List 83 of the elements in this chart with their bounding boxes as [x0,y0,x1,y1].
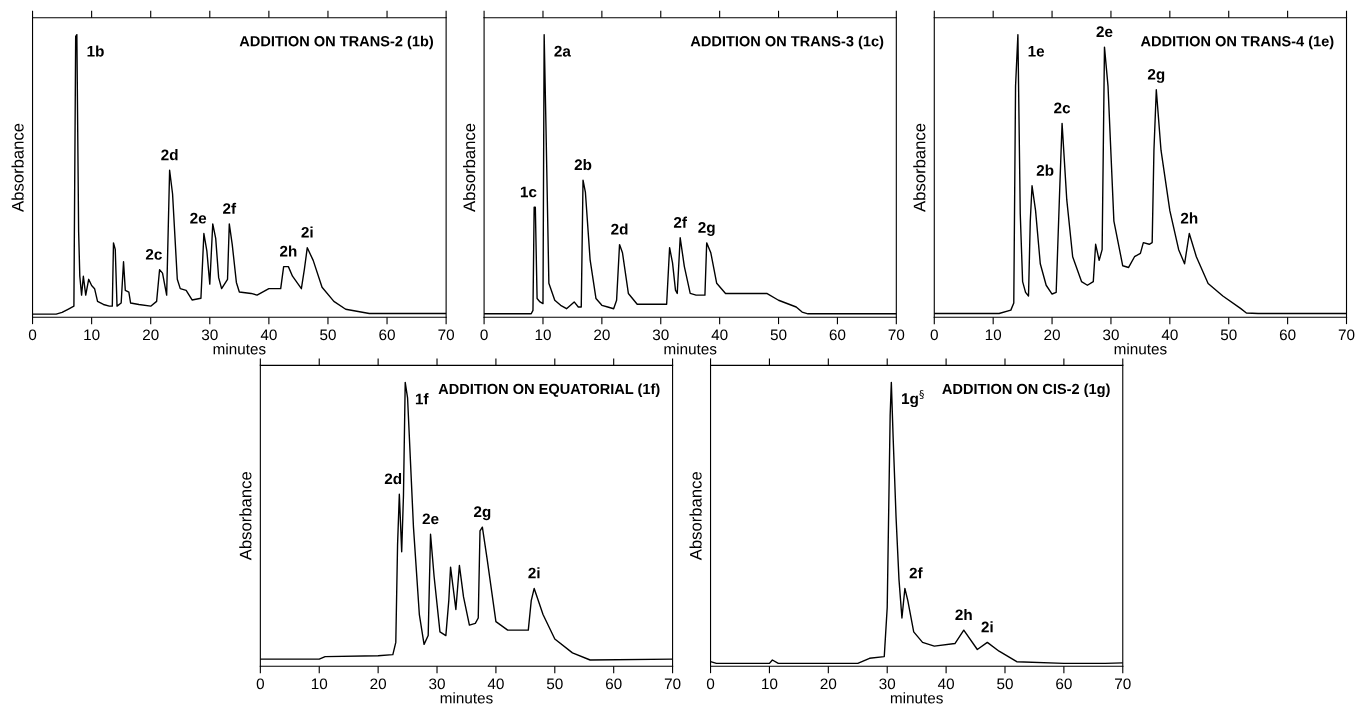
annotation: 2i [981,621,993,633]
annotation: 1g$^{§}$ [902,390,924,408]
x-tick-label: 10 [311,678,328,690]
x-axis-title: minutes [1114,343,1167,355]
x-axis-title: minutes [440,692,493,704]
x-tick-label: 0 [256,678,264,690]
x-tick-label: 0 [28,329,37,341]
y-axis-title: Absorbance [239,472,252,561]
chart-title: ADDITION ON CIS-2 (1g) [942,383,1110,398]
x-tick-label: 30 [429,678,445,690]
annotation: 2e [190,212,207,224]
x-tick-label: 20 [370,678,387,690]
x-tick-label: 70 [888,329,905,341]
x-tick-label: 20 [594,329,610,341]
annotation: 2e [1096,26,1113,38]
annotation: 2f [909,567,923,579]
x-axis-title: minutes [213,343,266,355]
x-tick-label: 20 [1044,329,1060,341]
annotation: 2b [1036,164,1054,176]
x-tick-label: 0 [706,678,715,690]
x-axis-title: minutes [890,692,943,704]
annotation: 2c [145,248,162,260]
annotation: 2g [473,506,491,521]
annotation: 1f [415,393,429,405]
annotation: 1e [1028,45,1045,57]
annotation: 1b [87,45,104,57]
x-tick-label: 70 [438,329,455,341]
x-tick-label: 50 [1220,329,1237,341]
x-tick-label: 70 [1338,329,1355,341]
x-tick-label: 10 [985,329,1002,341]
x-tick-label: 0 [930,329,938,341]
chart-title: ADDITION ON EQUATORIAL (1f) [438,383,660,397]
y-axis-title: Absorbance [11,123,24,212]
x-tick-label: 20 [820,678,837,690]
annotation: 2g [1147,68,1165,83]
x-tick-label: 30 [879,678,896,690]
x-tick-label: 70 [664,678,681,690]
x-tick-label: 20 [142,329,159,341]
annotation: 2e [422,513,439,525]
x-tick-label: 40 [260,329,277,341]
annotation: 2b [574,158,592,171]
annotation: 2h [955,608,972,621]
annotation: 2a [554,45,571,57]
x-tick-label: 40 [487,678,504,690]
annotation: 2i [301,226,313,238]
y-axis-title: Absorbance [689,472,702,561]
x-tick-label: 70 [1115,678,1131,690]
chart-title: ADDITION ON TRANS-4 (1e) [1140,35,1334,50]
x-tick-label: 60 [379,329,395,341]
annotation: 2d [611,223,628,235]
annotation: 2c [1054,102,1071,114]
x-tick-label: 40 [711,329,728,341]
chart-title: ADDITION ON TRANS-3 (1c) [690,35,884,50]
x-tick-label: 10 [762,678,778,690]
annotation: 2f [673,216,688,228]
annotation: 2h [1180,212,1198,224]
x-tick-label: 30 [652,329,669,341]
y-axis-title: Absorbance [913,123,926,212]
x-tick-label: 10 [535,329,551,341]
x-tick-label: 30 [201,329,218,341]
x-tick-label: 40 [937,678,954,690]
x-tick-label: 10 [84,329,100,341]
x-tick-label: 60 [829,329,846,341]
x-tick-label: 60 [605,678,622,690]
x-tick-label: 50 [320,329,336,341]
annotation: 2i [528,567,540,579]
annotation: 2d [384,473,402,485]
x-tick-label: 40 [1161,329,1178,341]
y-axis-title: Absorbance [463,123,476,212]
x-tick-label: 60 [1279,329,1296,341]
x-tick-label: 30 [1103,329,1119,341]
annotation: 2d [161,149,178,161]
x-tick-label: 50 [997,678,1013,690]
chart-title: ADDITION ON TRANS-2 (1b) [239,35,433,50]
annotation: 1c [520,186,537,198]
x-tick-label: 50 [770,329,787,341]
annotation: 2f [223,202,237,214]
x-tick-label: 50 [546,678,563,690]
x-axis-title: minutes [664,343,717,355]
annotation: 2h [279,245,297,257]
annotation: 2g [698,222,715,236]
x-tick-label: 0 [480,329,488,341]
x-tick-label: 60 [1056,678,1072,690]
